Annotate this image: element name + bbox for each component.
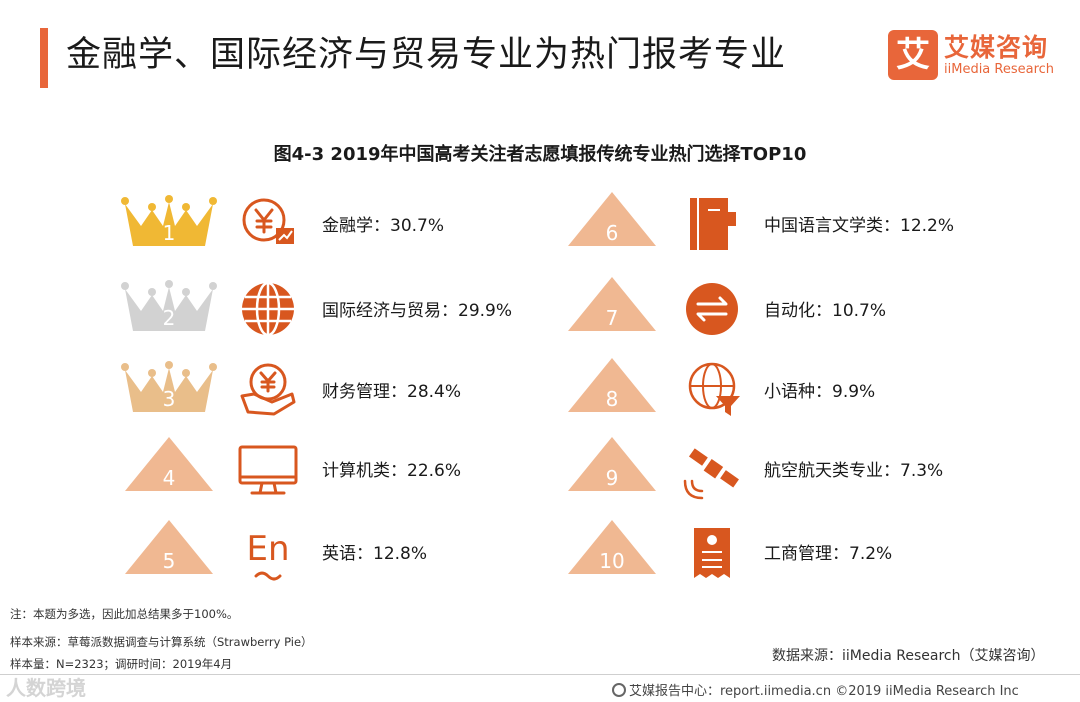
footer-text: 艾媒报告中心：report.iimedia.cn ©2019 iiMedia R… [629, 684, 1019, 699]
rank-number: 2 [163, 306, 176, 330]
rank-item-3: 3 财务管理：28.4% [121, 361, 461, 416]
page-title: 金融学、国际经济与贸易专业为热门报考专业 [66, 35, 787, 75]
rank-label: 财务管理：28.4% [322, 382, 461, 402]
rank-item-9: 9 航空航天类专业：7.3% [568, 437, 943, 500]
rank-triangle [125, 520, 213, 574]
crown-jewel [165, 361, 173, 369]
rank-triangle [125, 437, 213, 491]
note-multi-choice: 注：本题为多选，因此加总结果多于100%。 [10, 607, 239, 621]
monitor-icon [238, 445, 298, 495]
rank-item-8: 8 小语种：9.9% [568, 358, 875, 416]
gold-crown-icon [125, 202, 213, 246]
rank-number: 9 [606, 466, 619, 490]
crown-jewel [209, 282, 217, 290]
rank-label: 中国语言文学类：12.2% [764, 216, 954, 236]
footer-divider [0, 674, 1080, 675]
rank-item-10: 10 工商管理：7.2% [568, 520, 892, 578]
crown-jewel [182, 369, 190, 377]
rank-triangle [568, 358, 656, 412]
rank-item-2: 2 国际经济与贸易：29.9% [121, 280, 512, 337]
rank-label: 英语：12.8% [322, 544, 427, 564]
note-sample-source: 样本来源：草莓派数据调查与计算系统（Strawberry Pie） [10, 635, 313, 649]
globe-icon [242, 281, 294, 337]
crown-jewel [165, 195, 173, 203]
crown-jewel [121, 197, 129, 205]
book-icon [690, 198, 736, 250]
footer: 艾媒报告中心：report.iimedia.cn ©2019 iiMedia R… [612, 680, 1019, 699]
rank-item-4: 4 计算机类：22.6% [125, 437, 461, 495]
rank-triangle [568, 277, 656, 331]
rank-item-1: 1 金融学：30.7% [121, 195, 444, 246]
bronze-crown-icon [125, 368, 213, 412]
swap-arrows-icon [686, 283, 738, 335]
crown-jewel [209, 363, 217, 371]
rank-number: 5 [163, 549, 176, 573]
crown-jewel [148, 203, 156, 211]
chart-title: 图4-3 2019年中国高考关注者志愿填报传统专业热门选择TOP10 [273, 144, 807, 165]
rank-number: 6 [606, 221, 619, 245]
rank-number: 1 [163, 221, 176, 245]
logo-mark-text: 艾 [896, 35, 930, 75]
logo-name-en: iiMedia Research [944, 62, 1055, 77]
rank-triangle [568, 520, 656, 574]
yuan-hand-icon [240, 363, 296, 416]
crown-jewel [209, 197, 217, 205]
rank-label: 计算机类：22.6% [322, 461, 461, 481]
rank-label: 工商管理：7.2% [764, 544, 892, 564]
rank-triangle [568, 437, 656, 491]
data-source: 数据来源：iiMedia Research（艾媒咨询） [772, 648, 1045, 664]
crown-jewel [148, 288, 156, 296]
document-icon [694, 528, 730, 578]
rank-number: 8 [606, 387, 619, 411]
ranking-chart: 1 金融学：30.7% 2 国际经济与贸易：29.9% 3 财务管理：28.4% 4 计算机类… [121, 192, 954, 581]
report-center-icon [612, 683, 626, 697]
rank-triangle [568, 192, 656, 246]
crown-jewel [182, 288, 190, 296]
rank-item-6: 6 中国语言文学类：12.2% [568, 192, 954, 250]
globe-filter-icon [688, 362, 740, 416]
rank-label: 国际经济与贸易：29.9% [322, 301, 512, 321]
silver-crown-icon [125, 287, 213, 331]
satellite-icon [683, 448, 739, 500]
rank-item-5: 5 En 英语：12.8% [125, 520, 427, 581]
rank-label: 小语种：9.9% [764, 382, 875, 402]
logo-mark: 艾 [888, 30, 938, 80]
crown-jewel [121, 363, 129, 371]
rank-item-7: 7 自动化：10.7% [568, 277, 886, 335]
english-icon: En [246, 529, 290, 581]
crown-jewel [148, 369, 156, 377]
watermark: 人数跨境 [6, 676, 86, 700]
rank-label: 自动化：10.7% [764, 301, 886, 321]
rank-label: 航空航天类专业：7.3% [764, 461, 943, 481]
note-sample-size: 样本量：N=2323；调研时间：2019年4月 [10, 657, 233, 671]
rank-number: 10 [599, 549, 624, 573]
yuan-growth-icon [242, 198, 294, 244]
rank-number: 4 [163, 466, 176, 490]
rank-number: 3 [163, 387, 176, 411]
english-icon-text: En [246, 529, 289, 569]
logo: 艾 艾媒咨询 iiMedia Research [888, 28, 1068, 84]
logo-name-cn: 艾媒咨询 [944, 33, 1049, 62]
crown-jewel [165, 280, 173, 288]
rank-label: 金融学：30.7% [322, 216, 444, 236]
rank-number: 7 [606, 306, 619, 330]
header-accent-bar [40, 28, 48, 88]
crown-jewel [182, 203, 190, 211]
crown-jewel [121, 282, 129, 290]
